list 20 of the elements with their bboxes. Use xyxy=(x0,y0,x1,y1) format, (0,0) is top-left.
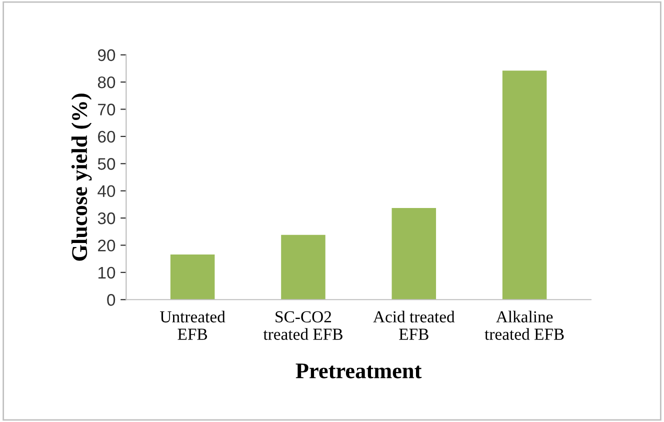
x-tick-label: Acid treated EFB xyxy=(373,310,455,340)
y-axis-title: Glucose yield (%) xyxy=(71,94,92,261)
y-tick-label: 10 xyxy=(98,266,116,279)
x-tick-label: Alkaline treated EFB xyxy=(484,310,564,340)
y-tick-label: 20 xyxy=(98,240,116,252)
x-tick-label: SC-CO2 treated EFB xyxy=(263,311,342,340)
y-tick-label: 0 xyxy=(107,294,116,306)
bar xyxy=(392,208,436,300)
y-tick-label: 40 xyxy=(98,185,116,198)
y-tick-label: 30 xyxy=(98,212,116,224)
y-tick-label: 90 xyxy=(98,49,116,62)
bar xyxy=(170,254,215,300)
bar xyxy=(502,70,547,300)
x-tick-label: Untreated EFB xyxy=(160,310,226,340)
y-tick-label: 70 xyxy=(98,104,116,116)
x-axis-title: Pretreatment xyxy=(296,364,422,378)
y-tick-label: 60 xyxy=(98,130,116,143)
y-tick-label: 50 xyxy=(98,158,116,170)
bar xyxy=(281,234,326,300)
y-tick-label: 80 xyxy=(98,76,116,88)
